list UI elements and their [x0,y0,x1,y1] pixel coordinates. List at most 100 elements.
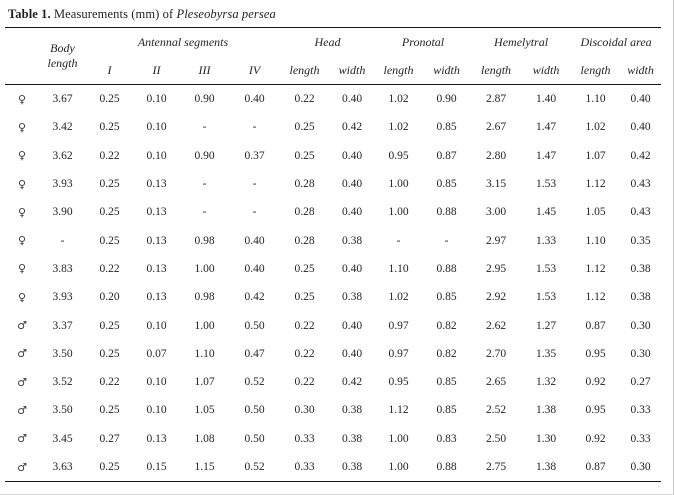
value-cell: 0.43 [630,178,651,191]
value-cell: 0.42 [630,149,651,162]
value-cell: 2.52 [485,404,507,417]
value-cell: 2.50 [485,432,507,445]
col-header-hemelytral-length: length [481,63,512,77]
value-cell: - [202,206,207,219]
value-cell: 0.38 [630,262,651,275]
value-cell: 1.00 [194,262,215,275]
value-cell: 1.47 [535,121,557,134]
value-cell: 0.85 [436,178,457,191]
value-cell: 0.33 [294,432,315,445]
value-cell: 0.52 [244,376,265,389]
table-row: ♀ 3.93 0.25 0.13 - - 0.28 0.40 1.00 0.85 3.15 1.53 1… [5,170,661,198]
value-cell: 3.45 [52,432,73,445]
value-cell: 0.25 [99,404,120,417]
value-cell: 3.42 [52,121,73,134]
value-cell: 0.35 [630,234,651,247]
value-cell: 3.67 [52,93,73,106]
col-header-hemelytral-width: width [532,63,560,77]
value-cell: 0.20 [99,291,120,304]
value-cell: - [60,234,65,247]
value-cell: 0.10 [146,121,167,134]
sex-cell: ♀ [17,262,27,276]
value-cell: 3.50 [52,404,73,417]
value-cell: 2.67 [485,121,507,134]
value-cell: 0.52 [244,461,265,473]
value-cell: 0.10 [146,404,167,417]
value-cell: 1.00 [388,432,409,445]
value-cell: 1.33 [535,234,557,247]
value-cell: 0.40 [244,234,265,247]
value-cell: 0.10 [146,376,167,389]
value-cell: 1.10 [585,93,606,106]
value-cell: 0.38 [341,234,363,247]
sex-cell: ♀ [17,177,27,191]
col-header-head-length: length [289,63,320,77]
value-cell: 0.42 [341,121,363,134]
body-length-line2: length [47,56,78,70]
value-cell: 0.22 [99,376,120,389]
value-cell: 0.90 [194,149,215,162]
value-cell: 0.40 [341,347,363,360]
table-row: ♂ 3.63 0.25 0.15 1.15 0.52 0.33 0.38 1.00 0.88 2.7… [5,453,661,482]
value-cell: 0.38 [341,461,363,473]
col-header-antennal-ii: II [152,63,161,77]
col-header-antennal-i: I [107,63,112,77]
value-cell: 0.40 [341,319,363,332]
value-cell: 0.40 [341,262,363,275]
value-cell: - [444,234,449,247]
value-cell: 0.13 [146,206,167,219]
value-cell: 0.87 [585,461,606,473]
value-cell: 0.22 [294,376,315,389]
value-cell: 1.40 [535,93,557,106]
value-cell: 0.42 [244,291,265,304]
sex-cell: ♀ [17,205,27,219]
value-cell: 0.40 [244,93,265,106]
group-header-hemelytral: Hemelytral [494,35,549,49]
table-header: Body length Antennal segments Head Prono… [5,28,662,85]
table-row: ♀ 3.62 0.22 0.10 0.90 0.37 0.25 0.40 0.95 0.87 2.8… [5,142,661,170]
value-cell: 0.95 [388,149,409,162]
value-cell: 0.40 [341,149,363,162]
value-cell: 0.82 [436,319,457,332]
col-header-discoidal-length: length [580,63,611,77]
sex-cell: ♂ [17,319,27,333]
value-cell: - [396,234,401,247]
sex-cell: ♂ [17,347,27,361]
value-cell: - [252,121,257,134]
value-cell: 3.93 [52,178,73,191]
sub-header-row: I II III IV length width length width le… [5,57,661,85]
value-cell: 3.50 [52,347,73,360]
col-header-head-width: width [338,63,366,77]
col-header-antennal-iv: IV [248,63,261,77]
value-cell: 1.02 [388,121,409,134]
value-cell: 2.95 [485,262,507,275]
value-cell: 1.00 [388,461,409,473]
value-cell: 0.92 [585,376,606,389]
value-cell: 3.63 [52,461,73,473]
value-cell: 0.25 [294,149,315,162]
value-cell: 0.28 [294,206,315,219]
value-cell: 0.28 [294,234,315,247]
group-header-discoidal-area: Discoidal area [580,35,652,49]
value-cell: 3.00 [485,206,507,219]
value-cell: 0.25 [99,347,120,360]
value-cell: 0.95 [585,347,606,360]
table-row: ♂ 3.52 0.22 0.10 1.07 0.52 0.22 0.42 0.95 0.85 2.6… [5,368,661,396]
value-cell: 0.22 [99,149,120,162]
value-cell: 1.15 [194,461,215,473]
table-row: ♂ 3.45 0.27 0.13 1.08 0.50 0.33 0.38 1.00 0.83 2.5… [5,425,661,453]
value-cell: 2.70 [485,347,507,360]
table-row: ♂ 3.37 0.25 0.10 1.00 0.50 0.22 0.40 0.97 0.82 2.6… [5,311,661,339]
value-cell: 0.85 [436,376,457,389]
value-cell: 0.25 [99,206,120,219]
value-cell: 1.00 [388,178,409,191]
value-cell: 0.10 [146,93,167,106]
table-row: ♂ 3.50 0.25 0.10 1.05 0.50 0.30 0.38 1.12 0.85 2.5… [5,396,661,424]
value-cell: 3.93 [52,291,73,304]
value-cell: 0.30 [630,319,651,332]
value-cell: - [202,121,207,134]
value-cell: 3.83 [52,262,73,275]
sex-cell: ♀ [17,234,27,248]
value-cell: 0.27 [630,376,651,389]
